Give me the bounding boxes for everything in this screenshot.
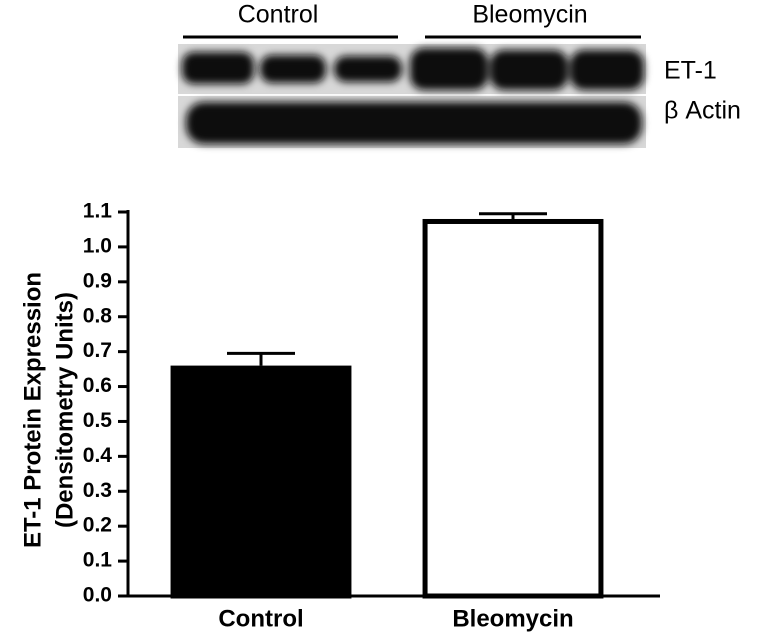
y-tick-label: 0.8 bbox=[83, 304, 113, 327]
y-tick-label: 0.1 bbox=[83, 549, 113, 572]
x-tick-label: Control bbox=[218, 605, 303, 632]
band-label: ET-1 bbox=[664, 57, 717, 85]
y-axis-label: ET-1 Protein Expression bbox=[19, 272, 46, 548]
y-tick-label: 0.3 bbox=[83, 479, 112, 502]
bar bbox=[422, 218, 604, 599]
y-tick-label: 1.0 bbox=[83, 234, 112, 257]
blot-band bbox=[570, 50, 644, 90]
blot-band bbox=[334, 56, 402, 82]
y-tick-label: 0.7 bbox=[83, 339, 112, 362]
y-tick-label: 0.4 bbox=[83, 444, 113, 467]
y-tick-label: 0.0 bbox=[83, 584, 112, 607]
band-label: β Actin bbox=[664, 97, 741, 125]
y-tick-label: 1.1 bbox=[83, 200, 113, 223]
blot-band bbox=[410, 48, 488, 90]
y-axis-label: (Densitometry Units) bbox=[51, 292, 78, 528]
blot-band bbox=[182, 52, 254, 84]
x-tick-label: Bleomycin bbox=[452, 605, 573, 632]
y-tick-label: 0.2 bbox=[83, 514, 112, 537]
bar bbox=[170, 365, 352, 599]
blot-band bbox=[186, 102, 642, 144]
y-tick-label: 0.9 bbox=[83, 269, 112, 292]
western-blot: Control Bleomycin ET-1 β Actin bbox=[178, 1, 741, 148]
blot-band bbox=[490, 50, 568, 90]
blot-band bbox=[260, 55, 326, 83]
group-label: Control bbox=[238, 1, 319, 29]
y-tick-label: 0.6 bbox=[83, 374, 112, 397]
group-label: Bleomycin bbox=[472, 1, 587, 29]
y-tick-label: 0.5 bbox=[83, 409, 113, 432]
